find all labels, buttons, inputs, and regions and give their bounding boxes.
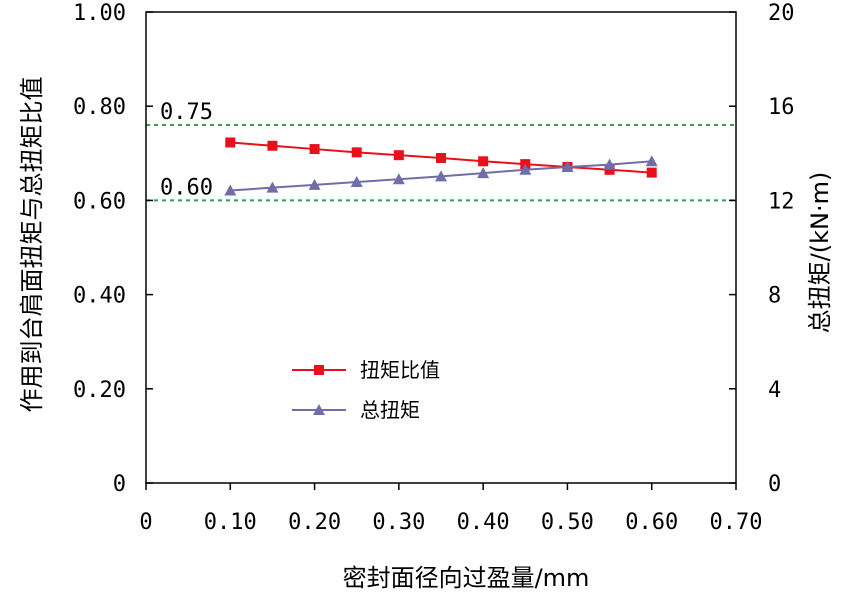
- ticks-layer: 0 0.10 0.20 0.30 0.40 0.50 0.60 0.7000.200.400.…: [73, 1, 794, 535]
- y-left-tick-label: 0.60: [73, 189, 126, 214]
- y-right-tick-label: 4: [768, 378, 781, 403]
- y-left-tick-label: 0: [113, 472, 126, 497]
- data-point: [392, 173, 405, 185]
- series-2: [224, 155, 658, 196]
- y-left-tick-label: 0.80: [73, 95, 126, 120]
- data-point: [645, 155, 658, 167]
- legend-marker: [313, 404, 325, 415]
- y-right-tick-label: 20: [768, 1, 795, 26]
- x-tick-label: 0.10: [204, 510, 257, 535]
- data-point: [267, 140, 278, 151]
- y-right-tick-label: 12: [768, 189, 795, 214]
- x-tick-label: 0.50: [541, 510, 594, 535]
- data-point: [519, 163, 532, 175]
- series-layer: [224, 137, 658, 196]
- x-tick-label: 0: [139, 510, 152, 535]
- data-point: [393, 150, 404, 161]
- legend-label: 总扭矩: [360, 398, 420, 422]
- data-point: [604, 164, 615, 175]
- data-point: [224, 184, 237, 196]
- data-point: [309, 144, 320, 155]
- data-point: [436, 153, 446, 164]
- x-tick-label: 0.20: [288, 510, 341, 535]
- data-point: [561, 160, 574, 172]
- x-tick-label: 0.40: [457, 510, 510, 535]
- data-point: [603, 158, 616, 170]
- legend-label: 扭矩比值: [360, 358, 440, 382]
- data-point: [351, 147, 362, 158]
- x-tick-label: 0.30: [372, 510, 425, 535]
- data-point: [225, 137, 236, 148]
- y-right-tick-label: 0: [768, 472, 781, 497]
- y-left-axis-title: 作用到台肩面扭矩与总扭矩比值: [18, 77, 46, 413]
- reference-lines: 0.75 0.60: [146, 100, 736, 202]
- data-point: [478, 156, 489, 167]
- y-left-tick-label: 1.00: [73, 1, 126, 26]
- data-point: [477, 167, 490, 179]
- reference-line-label: 0.60: [160, 175, 213, 200]
- data-point: [350, 176, 363, 188]
- y-left-tick-label: 0.40: [73, 284, 126, 309]
- x-tick-label: 0.60: [625, 510, 678, 535]
- data-point: [308, 178, 321, 190]
- y-right-tick-label: 16: [768, 95, 795, 120]
- y-right-axis-title: 总扭矩/(kN·m): [806, 172, 834, 334]
- legend-marker: [314, 365, 324, 375]
- x-tick-label: 0.70: [710, 510, 763, 535]
- plot-frame: [145, 11, 737, 484]
- data-point: [266, 181, 279, 193]
- x-axis-title: 密封面径向过盈量/mm: [343, 564, 590, 592]
- data-point: [435, 170, 447, 182]
- y-right-tick-label: 8: [768, 284, 781, 309]
- reference-line-label: 0.75: [160, 100, 213, 125]
- y-left-tick-label: 0.20: [73, 378, 126, 403]
- data-point: [646, 167, 657, 178]
